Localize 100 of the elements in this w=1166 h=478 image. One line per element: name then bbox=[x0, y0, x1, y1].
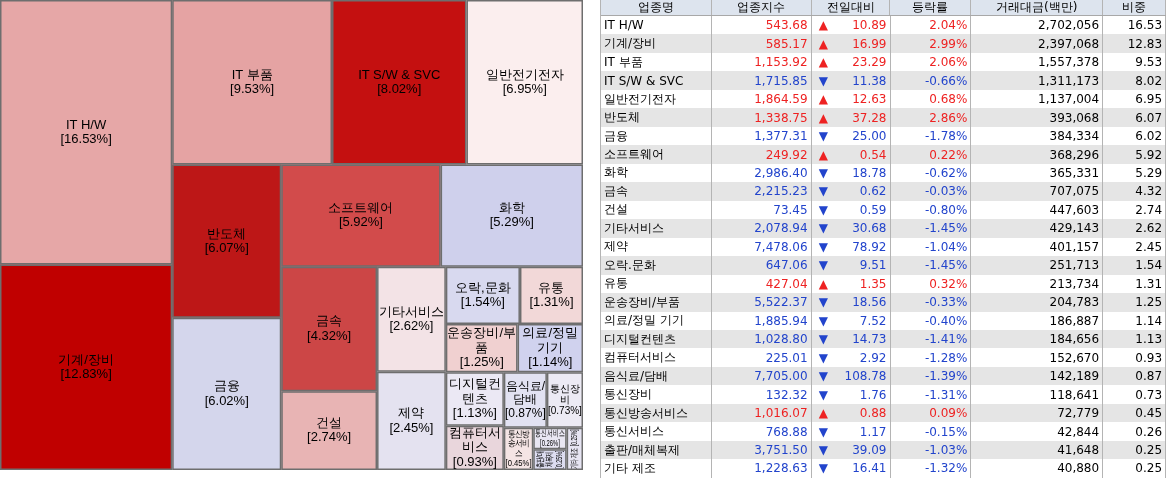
data-label: -0.80% bbox=[924, 202, 968, 217]
category-label: 기타서비스 bbox=[604, 219, 664, 237]
data-label: 1,715.85 bbox=[754, 73, 808, 88]
data-label: 2,702,056 bbox=[1038, 18, 1100, 33]
data-label: 204,783 bbox=[1049, 295, 1100, 310]
category-label: 금융 bbox=[604, 127, 628, 145]
data-label: [5.92%] bbox=[338, 214, 383, 230]
data-label: 142,189 bbox=[1049, 369, 1100, 384]
data-label: 0.25 bbox=[1135, 461, 1163, 476]
data-label: 42,844 bbox=[1057, 424, 1100, 439]
category-label: 건설 bbox=[604, 201, 628, 219]
data-label: 0.22% bbox=[929, 147, 968, 162]
data-label: 184,656 bbox=[1049, 332, 1100, 347]
data-label: 0.26 bbox=[1135, 424, 1163, 439]
data-label: -0.15% bbox=[924, 424, 968, 439]
category-label: 금속 bbox=[316, 313, 343, 329]
data-label: -0.40% bbox=[924, 313, 968, 328]
data-label: ▲ 0.88 bbox=[818, 406, 887, 421]
category-label: 소프트웨어 bbox=[328, 200, 394, 216]
data-label: 1.54 bbox=[1135, 258, 1163, 273]
data-label: -1.28% bbox=[924, 350, 968, 365]
data-label: [0.73%] bbox=[547, 404, 583, 416]
category-label: 통신장비 bbox=[604, 386, 652, 404]
data-label: 249.92 bbox=[765, 147, 808, 162]
data-label: -1.45% bbox=[924, 221, 968, 236]
category-label: 유통 bbox=[604, 275, 628, 293]
data-label: ▼ 1.76 bbox=[818, 387, 887, 402]
data-label: 2,986.40 bbox=[754, 165, 808, 180]
category-label: 의료/정밀 기기 bbox=[604, 312, 684, 330]
data-label: [0.87%] bbox=[505, 405, 546, 420]
data-label: 1,885.94 bbox=[754, 313, 808, 328]
data-label: -1.31% bbox=[924, 387, 968, 402]
category-label: 반도체 bbox=[207, 225, 247, 241]
category-label: 오락,문화 bbox=[455, 279, 511, 295]
data-label: 213,734 bbox=[1049, 276, 1100, 291]
category-label: IT 부품 bbox=[604, 53, 643, 71]
data-label: 5.92 bbox=[1135, 147, 1163, 162]
data-label: 401,157 bbox=[1049, 239, 1100, 254]
data-label: ▼ 18.78 bbox=[818, 165, 887, 180]
data-label: 1,028.80 bbox=[754, 332, 808, 347]
data-label: 2.06% bbox=[929, 55, 968, 70]
data-label: 768.88 bbox=[765, 424, 808, 439]
data-label: 16.53 bbox=[1127, 18, 1163, 33]
data-label: 1,557,378 bbox=[1038, 55, 1100, 70]
data-label: [0.26%] bbox=[540, 437, 560, 449]
data-label: 2.74 bbox=[1135, 202, 1163, 217]
data-label: 5,522.37 bbox=[754, 295, 808, 310]
data-label: ▲ 1.35 bbox=[818, 276, 887, 291]
category-label: 화학 bbox=[498, 200, 525, 216]
data-label: [16.53%] bbox=[60, 131, 112, 147]
data-label: 1,311,173 bbox=[1038, 73, 1100, 88]
data-label: 1,338.75 bbox=[754, 110, 808, 125]
data-label: [4.32%] bbox=[307, 327, 352, 343]
data-label: [6.02%] bbox=[204, 392, 249, 408]
data-label: ▼ 108.78 bbox=[818, 369, 887, 384]
data-label: 0.87 bbox=[1135, 369, 1163, 384]
data-label: 72,779 bbox=[1057, 406, 1100, 421]
text: 업종명 bbox=[637, 0, 674, 16]
data-label: 365,331 bbox=[1049, 165, 1100, 180]
data-label: 647.06 bbox=[765, 258, 808, 273]
data-label: 1,377.31 bbox=[754, 129, 808, 144]
data-label: ▼ 14.73 bbox=[818, 332, 887, 347]
category-label: 통신서비스 bbox=[604, 423, 664, 441]
data-label: 225.01 bbox=[765, 350, 808, 365]
data-label: 1,016.07 bbox=[754, 406, 808, 421]
data-label: ▼ 9.51 bbox=[818, 258, 887, 273]
category-label: 기타서비스 bbox=[378, 303, 444, 319]
data-label: [1.25%] bbox=[459, 353, 504, 369]
data-label: -0.62% bbox=[924, 165, 968, 180]
data-label: 251,713 bbox=[1049, 258, 1100, 273]
data-label: 7,478.06 bbox=[754, 239, 808, 254]
data-label: [2.74%] bbox=[307, 429, 352, 445]
data-label: ▼ 30.68 bbox=[818, 221, 887, 236]
data-label: ▲ 0.54 bbox=[818, 147, 887, 162]
data-label: 0.93 bbox=[1135, 350, 1163, 365]
data-label: 1.31 bbox=[1135, 276, 1163, 291]
data-label: -0.03% bbox=[924, 184, 968, 199]
data-label: 0.68% bbox=[929, 92, 968, 107]
data-label: [0.93%] bbox=[452, 453, 497, 469]
data-label: ▼ 16.41 bbox=[818, 461, 887, 476]
data-label: 1.13 bbox=[1135, 332, 1163, 347]
data-label: ▼ 78.92 bbox=[818, 239, 887, 254]
category-label: 금속 bbox=[604, 182, 628, 200]
data-label: 152,670 bbox=[1049, 350, 1100, 365]
data-label: 5.29 bbox=[1135, 165, 1163, 180]
category-label: 기계/장비 bbox=[58, 351, 114, 367]
data-label: [9.53%] bbox=[230, 80, 275, 96]
text: 전일대비 bbox=[826, 0, 875, 16]
category-label: 반도체 bbox=[604, 109, 640, 127]
text: 업종지수 bbox=[737, 0, 786, 16]
data-label: [0.45%] bbox=[505, 457, 532, 469]
data-label: ▼ 25.00 bbox=[818, 129, 887, 144]
data-label: 0.45 bbox=[1135, 406, 1163, 421]
data-label: 0.25 bbox=[1135, 443, 1163, 458]
category-label: 통신장비 bbox=[549, 382, 580, 405]
data-label: [5.29%] bbox=[489, 214, 534, 230]
data-label: 1,153.92 bbox=[754, 55, 808, 70]
data-label: -1.32% bbox=[924, 461, 968, 476]
data-label: [1.13%] bbox=[452, 404, 497, 420]
category-label: 컴퓨터서비스 bbox=[448, 425, 501, 455]
